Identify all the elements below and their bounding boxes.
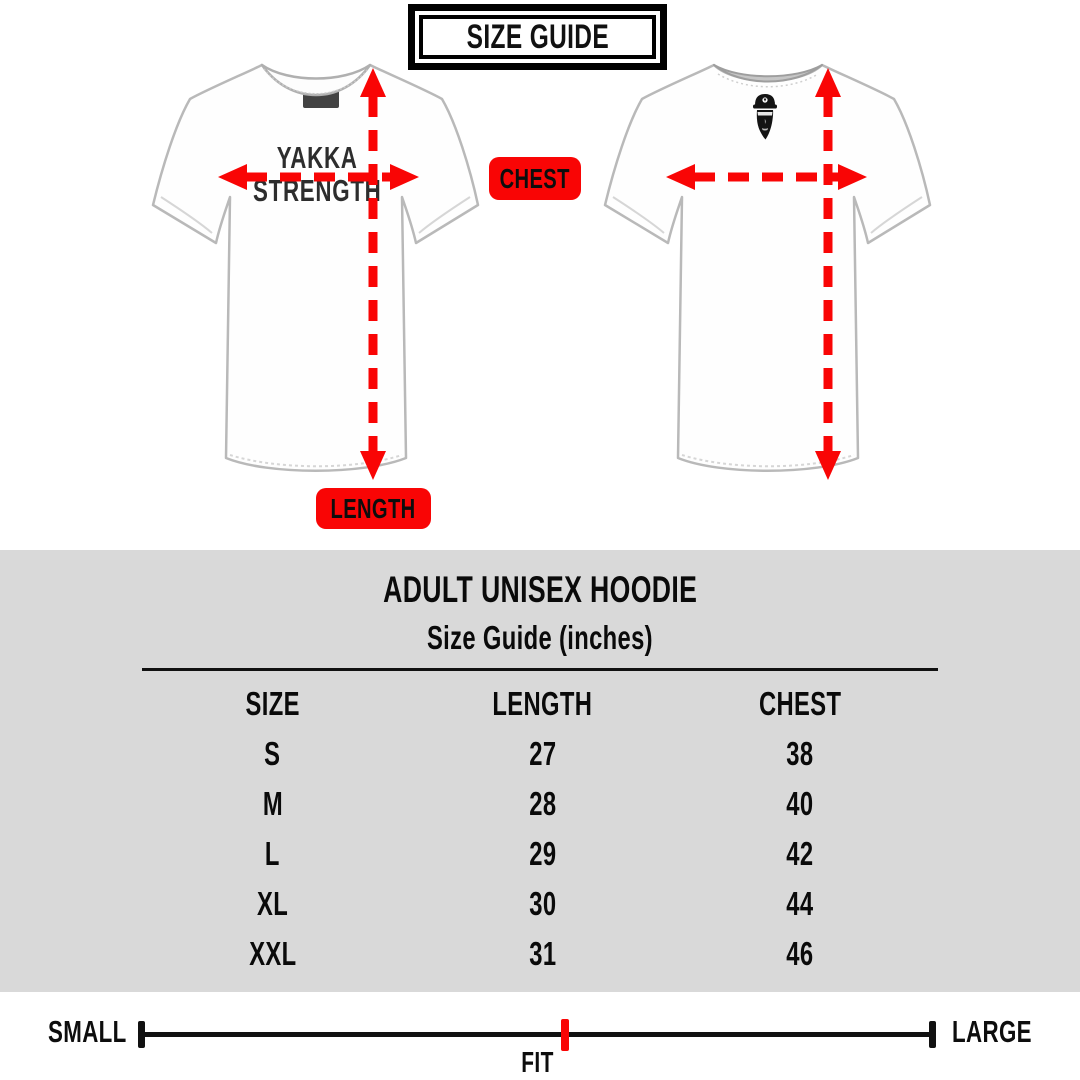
table-row-chest: 40 <box>786 785 814 822</box>
table-row-size: M <box>262 785 283 822</box>
product-title: ADULT UNISEX HOODIE <box>0 570 1080 610</box>
table-row-chest: 38 <box>786 735 814 772</box>
size-table-panel: ADULT UNISEX HOODIE Size Guide (inches) … <box>0 550 1080 992</box>
table-row-size: XXL <box>248 935 297 972</box>
table-row-length: 27 <box>528 735 557 772</box>
chest-label-text: CHEST <box>499 162 571 194</box>
tshirt-front-body <box>151 63 480 472</box>
table-row-length: 30 <box>528 885 557 922</box>
table-row-length: 31 <box>528 935 557 972</box>
fit-scale-line <box>142 1032 932 1037</box>
table-row-length: 29 <box>528 835 557 872</box>
tshirt-front-cuff-seam-right <box>418 196 471 234</box>
tshirt-front-hem-stitch <box>229 454 403 468</box>
length-measure-label: LENGTH <box>316 488 431 529</box>
table-row-length: 28 <box>528 785 557 822</box>
length-label-text: LENGTH <box>330 492 417 524</box>
diagram-section: SIZE GUIDE YAKKA STRENGTH <box>151 4 932 529</box>
size-table: SIZE LENGTH CHEST S 27 38 M 28 40 L 29 4… <box>130 679 930 979</box>
tshirt-back-hem-stitch <box>681 454 855 468</box>
chest-measure-label: CHEST <box>489 157 581 200</box>
tshirt-back-cuff-seam-right <box>870 196 923 234</box>
tshirt-back-collar-stitch <box>717 73 819 88</box>
column-header-chest: CHEST <box>758 685 842 722</box>
fit-scale-center-label: FIT <box>520 1047 554 1079</box>
table-row-size: L <box>265 835 280 872</box>
table-row-chest: 42 <box>786 835 814 872</box>
table-row-chest: 46 <box>786 935 814 972</box>
column-header-length: LENGTH <box>492 685 593 722</box>
yakka-logo-icon <box>753 94 777 140</box>
size-guide-title-inner: SIZE GUIDE <box>419 15 656 59</box>
size-guide-title-box: SIZE GUIDE <box>408 4 667 70</box>
product-title-text: ADULT UNISEX HOODIE <box>382 569 698 610</box>
table-divider <box>142 668 938 671</box>
fit-scale-left-endcap <box>138 1021 145 1048</box>
tshirt-back-collar <box>713 64 823 83</box>
table-row-size: S <box>264 735 281 772</box>
table-row-chest: 44 <box>786 885 814 922</box>
table-subtitle: Size Guide (inches) <box>0 620 1080 656</box>
tshirt-front-illustration <box>151 63 480 472</box>
tshirt-front-collar-stitch <box>263 68 369 95</box>
tshirt-back-cuff-seam-left <box>612 196 665 234</box>
page-title: SIZE GUIDE <box>466 17 609 56</box>
tshirt-back-illustration <box>603 63 932 472</box>
fit-scale: SMALL LARGE FIT <box>0 992 1080 1080</box>
fit-scale-large-label: LARGE <box>952 1014 1032 1049</box>
table-subtitle-text: Size Guide (inches) <box>426 619 654 656</box>
fit-scale-marker <box>561 1019 569 1051</box>
table-row-size: XL <box>256 885 289 922</box>
fit-scale-right-endcap <box>929 1021 936 1048</box>
tshirt-front-cuff-seam-left <box>160 196 213 234</box>
fit-scale-small-label: SMALL <box>48 1014 127 1049</box>
column-header-size: SIZE <box>245 685 300 722</box>
